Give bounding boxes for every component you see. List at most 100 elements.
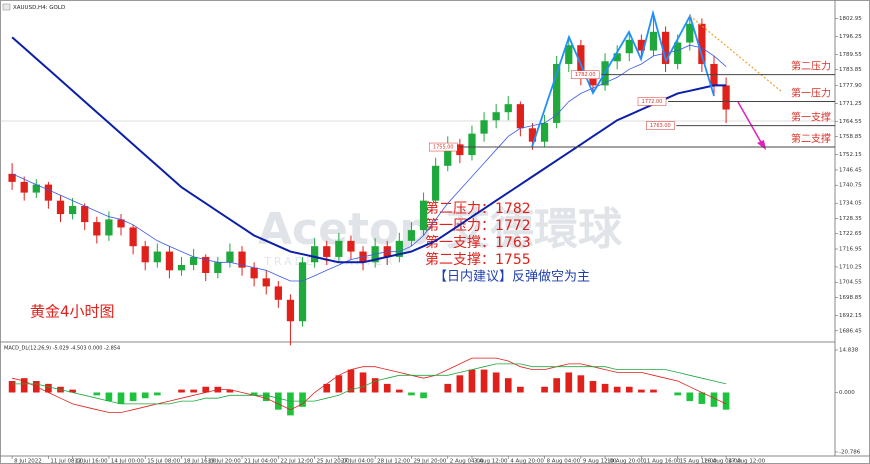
macd-bar	[722, 392, 730, 410]
line-series	[12, 357, 727, 413]
symbol-icon	[2, 3, 11, 11]
candle-body	[637, 39, 646, 51]
candle-body	[540, 122, 549, 142]
level-tag: 1755.00	[433, 145, 454, 151]
x-tick-label: 11 Jul 08:00	[50, 459, 83, 464]
candle-body	[202, 256, 210, 273]
x-tick-label: 28 Jul 12:00	[377, 459, 410, 464]
x-tick-label: 16 Aug 04:00	[704, 459, 742, 464]
y-tick-label: 1686.45	[839, 328, 862, 334]
y-tick-label: 1716.95	[839, 247, 862, 253]
x-tick-label: 15 Aug 12:00	[680, 459, 718, 464]
macd-bar	[577, 375, 585, 393]
macd-bar	[504, 378, 512, 393]
x-tick-label: 27 Jul 04:00	[341, 459, 374, 464]
level-name: 第一压力	[791, 86, 831, 99]
candle-body	[528, 128, 537, 142]
candle-body	[262, 278, 270, 287]
candle-body	[468, 133, 476, 156]
x-tick-label: 15 Jul 08:00	[147, 459, 180, 464]
macd-bar	[202, 386, 210, 393]
macd-bar	[262, 392, 270, 402]
candle-body	[274, 286, 282, 300]
y-tick-label: 1752.15	[839, 152, 862, 158]
candle-body	[165, 251, 174, 271]
level-name: 第二压力	[791, 60, 831, 73]
macd-bar	[299, 392, 306, 407]
candle-body	[177, 264, 186, 271]
x-tick-label: 29 Jul 20:00	[413, 459, 446, 464]
watermark: Acetop 艾德環球 TRADE SMARTER	[258, 204, 623, 268]
x-tick-label: 3 Aug 12:00	[474, 459, 508, 464]
macd-bar	[625, 386, 633, 393]
y-tick-label: 1771.25	[839, 101, 862, 107]
candle-body	[565, 45, 573, 64]
candle-body	[553, 63, 561, 123]
x-tick-label: 18 Jul 16:00	[184, 459, 217, 464]
macd-bar	[117, 392, 125, 404]
candle-body	[56, 200, 65, 215]
macd-bar	[710, 392, 718, 407]
y-tick-label: 1734.05	[839, 201, 862, 207]
candle-body	[335, 240, 343, 257]
candle-body	[81, 206, 89, 223]
candle-body	[8, 173, 16, 182]
macd-bar	[589, 381, 597, 393]
macd-title: MACD_DL(12,26,9) -5.029 -4.503 0.000 -2.…	[4, 346, 120, 352]
candle-body	[407, 230, 416, 241]
macd-bar	[226, 389, 234, 393]
macd-bar	[141, 392, 149, 399]
candle-body	[214, 262, 222, 273]
macd-bar	[178, 389, 185, 393]
macd-bar	[492, 372, 500, 393]
trend-drawings	[531, 9, 783, 150]
level-tag: 1772.00	[642, 99, 663, 105]
macd-bar	[650, 389, 657, 393]
macd-bar	[517, 386, 524, 393]
candle-body	[347, 240, 355, 252]
macd-bar	[275, 392, 282, 410]
macd-bar	[456, 375, 464, 393]
candle-body	[577, 45, 585, 78]
candle-body	[68, 206, 77, 215]
macd-bar	[105, 392, 113, 402]
macd-bar	[153, 392, 161, 396]
level-tag-box	[646, 121, 675, 130]
macd-bar	[444, 383, 452, 393]
y-tick-label: 1692.15	[839, 313, 862, 319]
chart-label: 黄金4小时图	[30, 303, 115, 321]
annotation: 第一支撑：1763	[425, 234, 531, 251]
y-tick-label: 1710.25	[839, 264, 862, 270]
macd-bar	[129, 392, 137, 402]
y-tick-label: 1783.85	[839, 67, 862, 73]
y-tick-label: 1777.90	[839, 83, 862, 89]
candle-body	[286, 299, 295, 322]
candle-body	[698, 23, 706, 64]
candle-body	[686, 23, 694, 43]
line-series	[11, 36, 727, 264]
x-tick-label: 25 Jul 20:00	[317, 459, 350, 464]
level-tag-box	[570, 70, 600, 79]
macd-bar	[45, 383, 52, 393]
macd-bar	[541, 386, 548, 393]
level-name: 第二支撑	[791, 132, 831, 145]
candle-body	[189, 256, 198, 265]
candle-body	[625, 39, 633, 54]
macd-bar	[347, 369, 355, 393]
y-tick-label: 1704.55	[839, 280, 862, 286]
macd-bar	[323, 383, 331, 393]
y-tick-label: 1728.35	[839, 216, 862, 222]
y-tick-label: 1722.65	[839, 231, 862, 237]
macd-bar	[371, 378, 379, 393]
advice: 【日内建议】反弹做空为主	[434, 269, 590, 285]
macd-bar	[93, 392, 101, 396]
y-tick-label: 1740.75	[839, 183, 862, 189]
macd-bar	[335, 375, 343, 393]
candle-body	[129, 227, 137, 247]
candle-body	[93, 222, 101, 236]
candle-body	[32, 184, 40, 193]
candle-body	[516, 104, 524, 129]
candle-body	[613, 53, 621, 62]
x-tick-label: 12 Jul 16:00	[75, 459, 108, 464]
